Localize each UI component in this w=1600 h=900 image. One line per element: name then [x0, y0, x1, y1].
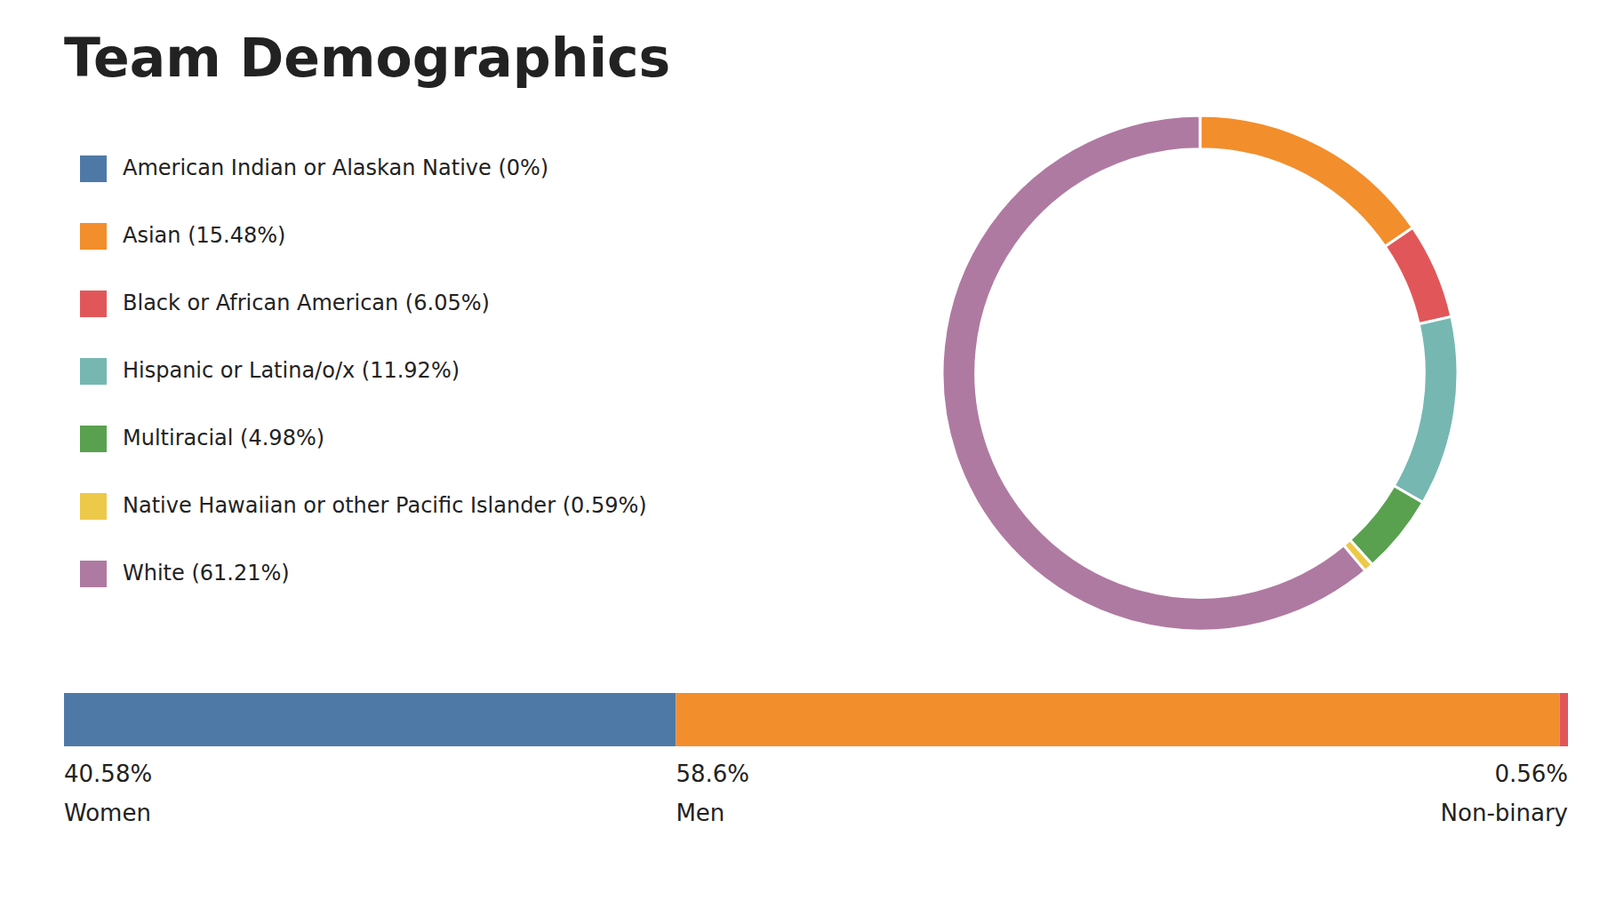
legend-swatch — [80, 493, 107, 520]
legend-swatch — [80, 155, 107, 183]
donut — [942, 115, 1458, 632]
legend-item: Hispanic or Latina/o/x (11.92%) — [80, 358, 460, 385]
legend-label: White (61.21%) — [122, 560, 290, 586]
legend-label: Hispanic or Latina/o/x (11.92%) — [122, 358, 460, 384]
donut-slice — [1384, 227, 1452, 325]
legend-swatch — [80, 560, 107, 588]
bar-segment — [675, 693, 1560, 747]
legend-item: White (61.21%) — [80, 560, 290, 588]
legend-label: American Indian or Alaskan Native (0%) — [122, 155, 549, 181]
legend-swatch — [80, 425, 107, 453]
bar-segment — [64, 693, 676, 747]
legend-swatch — [80, 358, 107, 385]
bar-plot — [64, 693, 1568, 747]
legend-label: Native Hawaiian or other Pacific Islande… — [122, 493, 648, 519]
donut-slice — [942, 115, 1366, 632]
legend-item: Asian (15.48%) — [80, 223, 286, 250]
legend-label: Asian (15.48%) — [122, 223, 286, 248]
series-label: Non-binary — [1440, 800, 1568, 827]
series-label: Men — [675, 800, 725, 827]
legend-swatch — [80, 223, 107, 250]
legend-label: Multiracial (4.98%) — [122, 425, 325, 451]
legend: American Indian or Alaskan Native (0%) As… — [80, 155, 648, 588]
legend-item: Multiracial (4.98%) — [80, 425, 325, 453]
chart-canvas: Team Demographics American Indian or Alas… — [0, 0, 1600, 900]
donut-slice — [1393, 316, 1458, 503]
bar-segment — [1560, 693, 1568, 747]
series-label: Women — [64, 800, 152, 827]
legend-label: Black or African American (6.05%) — [122, 290, 490, 316]
data-label: 58.6% — [675, 760, 750, 788]
data-label: 40.58% — [64, 760, 152, 788]
legend-item: Black or African American (6.05%) — [80, 290, 490, 318]
donut-slice — [1200, 115, 1413, 247]
bar-labels: 40.58% Women 58.6% Men 0.56% Non-binary — [64, 760, 1568, 827]
legend-item: American Indian or Alaskan Native (0%) — [80, 155, 549, 183]
data-label: 0.56% — [1494, 760, 1568, 788]
legend-item: Native Hawaiian or other Pacific Islande… — [80, 493, 648, 520]
donut-plot — [942, 115, 1458, 632]
title: Team Demographics — [64, 26, 671, 89]
legend-swatch — [80, 290, 107, 318]
